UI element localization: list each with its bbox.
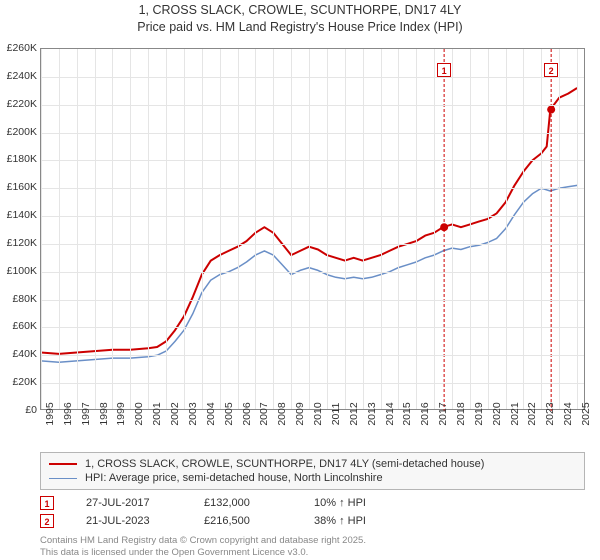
legend-text: 1, CROSS SLACK, CROWLE, SCUNTHORPE, DN17… (85, 458, 484, 470)
sales-table: 127-JUL-2017£132,00010% ↑ HPI221-JUL-202… (40, 494, 585, 530)
sale-price: £132,000 (204, 497, 314, 509)
y-tick-label: £60K (12, 320, 37, 332)
x-tick-label: 2001 (151, 402, 163, 425)
x-tick-label: 2022 (526, 402, 538, 425)
x-axis: 1995199619971998199920002001200220032004… (40, 412, 585, 452)
y-tick-label: £180K (7, 153, 37, 165)
y-tick-label: £160K (7, 181, 37, 193)
sale-marker-label: 2 (544, 63, 558, 77)
sale-marker-label: 1 (437, 63, 451, 77)
x-tick-label: 2012 (348, 402, 360, 425)
title-block: 1, CROSS SLACK, CROWLE, SCUNTHORPE, DN17… (0, 0, 600, 36)
legend: 1, CROSS SLACK, CROWLE, SCUNTHORPE, DN17… (40, 452, 585, 490)
footer-line-1: Contains HM Land Registry data © Crown c… (40, 535, 585, 547)
y-tick-label: £240K (7, 70, 37, 82)
chart-container: 1, CROSS SLACK, CROWLE, SCUNTHORPE, DN17… (0, 0, 600, 560)
legend-swatch (49, 463, 77, 465)
y-tick-label: £80K (12, 293, 37, 305)
y-tick-label: £20K (12, 376, 37, 388)
x-tick-label: 2011 (330, 403, 342, 426)
x-tick-label: 2006 (241, 402, 253, 425)
sale-row-marker: 2 (40, 514, 54, 528)
legend-row: HPI: Average price, semi-detached house,… (49, 471, 576, 485)
x-tick-label: 2014 (384, 402, 396, 425)
sale-date: 27-JUL-2017 (54, 497, 204, 509)
x-tick-label: 2023 (544, 402, 556, 425)
y-tick-label: £0 (25, 404, 37, 416)
title-line-2: Price paid vs. HM Land Registry's House … (0, 19, 600, 36)
y-tick-label: £260K (7, 42, 37, 54)
x-tick-label: 2009 (294, 402, 306, 425)
x-tick-label: 2005 (223, 402, 235, 425)
sale-date: 21-JUL-2023 (54, 515, 204, 527)
x-tick-label: 2021 (509, 402, 521, 425)
sale-marker-dot (440, 223, 448, 231)
x-tick-label: 2024 (562, 402, 574, 425)
x-tick-label: 2000 (133, 402, 145, 425)
x-tick-label: 1997 (80, 402, 92, 425)
footer: Contains HM Land Registry data © Crown c… (40, 535, 585, 559)
legend-swatch (49, 478, 77, 479)
x-tick-label: 2018 (455, 402, 467, 425)
x-tick-label: 2010 (312, 402, 324, 425)
sale-price: £216,500 (204, 515, 314, 527)
sale-row: 221-JUL-2023£216,50038% ↑ HPI (40, 512, 585, 530)
x-tick-label: 1995 (44, 402, 56, 425)
legend-text: HPI: Average price, semi-detached house,… (85, 472, 383, 484)
legend-row: 1, CROSS SLACK, CROWLE, SCUNTHORPE, DN17… (49, 457, 576, 471)
x-tick-label: 1998 (98, 402, 110, 425)
x-tick-label: 2020 (491, 402, 503, 425)
footer-line-2: This data is licensed under the Open Gov… (40, 547, 585, 559)
x-tick-label: 1999 (115, 402, 127, 425)
y-tick-label: £40K (12, 348, 37, 360)
sale-row: 127-JUL-2017£132,00010% ↑ HPI (40, 494, 585, 512)
y-tick-label: £140K (7, 209, 37, 221)
y-tick-label: £200K (7, 126, 37, 138)
title-line-1: 1, CROSS SLACK, CROWLE, SCUNTHORPE, DN17… (0, 2, 600, 19)
x-tick-label: 2003 (187, 402, 199, 425)
plot-area: 12 (40, 48, 585, 410)
y-tick-label: £120K (7, 237, 37, 249)
x-tick-label: 1996 (62, 402, 74, 425)
x-tick-label: 2017 (437, 402, 449, 425)
x-tick-label: 2013 (366, 402, 378, 425)
x-tick-label: 2025 (580, 402, 592, 425)
y-axis: £0£20K£40K£60K£80K£100K£120K£140K£160K£1… (0, 48, 38, 410)
sale-delta: 10% ↑ HPI (314, 497, 434, 509)
y-tick-label: £220K (7, 98, 37, 110)
x-tick-label: 2008 (276, 402, 288, 425)
sale-delta: 38% ↑ HPI (314, 515, 434, 527)
x-tick-label: 2016 (419, 402, 431, 425)
sale-row-marker: 1 (40, 496, 54, 510)
x-tick-label: 2004 (205, 402, 217, 425)
x-tick-label: 2002 (169, 402, 181, 425)
x-tick-label: 2015 (401, 402, 413, 425)
y-tick-label: £100K (7, 265, 37, 277)
sale-marker-dot (547, 106, 555, 114)
x-tick-label: 2019 (473, 402, 485, 425)
x-tick-label: 2007 (258, 402, 270, 425)
